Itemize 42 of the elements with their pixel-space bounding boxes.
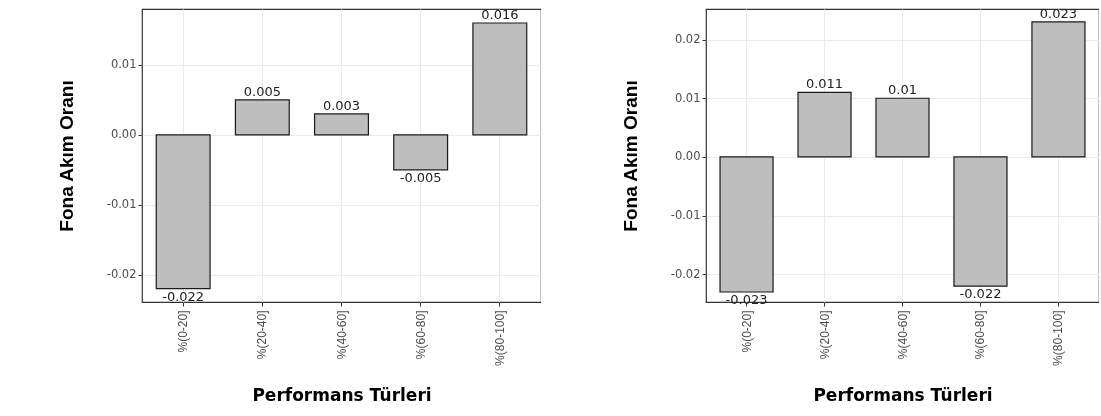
y-tick-label: 0.00	[674, 149, 701, 164]
data-label: 0.023	[1039, 5, 1078, 21]
data-label: -0.022	[959, 286, 1002, 302]
bar	[234, 99, 290, 136]
x-axis-title: Performans Türleri	[813, 384, 993, 405]
y-axis-title: Fona Akım Oranı	[619, 80, 641, 232]
data-label: -0.022	[162, 288, 205, 304]
x-tick-label: %(40-60]	[334, 310, 349, 360]
y-tick-label: -0.01	[106, 197, 137, 212]
x-tick-label: %(20-40]	[817, 310, 832, 360]
x-axis-title: Performans Türleri	[252, 384, 432, 405]
x-tick-label: %(0-20]	[739, 310, 754, 353]
bar	[393, 134, 449, 171]
y-tick-label: 0.01	[110, 57, 137, 72]
bar	[953, 156, 1008, 287]
data-label: 0.01	[888, 82, 917, 98]
y-tick-label: -0.02	[106, 267, 137, 282]
y-tick-label: -0.01	[670, 208, 701, 223]
data-label: 0.003	[322, 97, 361, 113]
bar	[1031, 21, 1086, 158]
x-tick-label: %(60-80]	[973, 310, 988, 360]
bar	[155, 134, 211, 290]
x-tick-label: %(60-80]	[413, 310, 428, 360]
y-tick-label: 0.01	[674, 90, 701, 105]
y-axis-title: Fona Akım Oranı	[55, 80, 77, 232]
data-label: 0.011	[805, 76, 844, 92]
y-tick-label: -0.02	[670, 266, 701, 281]
y-tick-label: 0.02	[674, 32, 701, 47]
y-tick-label: 0.00	[110, 127, 137, 142]
bar	[719, 156, 774, 293]
bar	[472, 22, 528, 136]
bar	[875, 97, 930, 158]
data-label: 0.016	[481, 6, 519, 22]
data-label: -0.005	[399, 169, 442, 185]
x-tick-label: %(40-60]	[895, 310, 910, 360]
data-label: 0.005	[243, 83, 281, 99]
bar	[313, 113, 370, 136]
bar	[797, 91, 852, 158]
x-tick-label: %(20-40]	[255, 310, 270, 360]
x-tick-label: %(80-100]	[1051, 310, 1066, 366]
x-tick-label: %(0-20]	[176, 310, 191, 353]
x-tick-label: %(80-100]	[492, 310, 507, 366]
